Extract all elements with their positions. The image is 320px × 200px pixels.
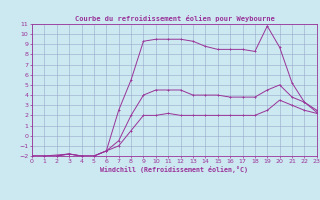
Title: Courbe du refroidissement éolien pour Weybourne: Courbe du refroidissement éolien pour We… — [75, 15, 274, 22]
X-axis label: Windchill (Refroidissement éolien,°C): Windchill (Refroidissement éolien,°C) — [100, 166, 248, 173]
